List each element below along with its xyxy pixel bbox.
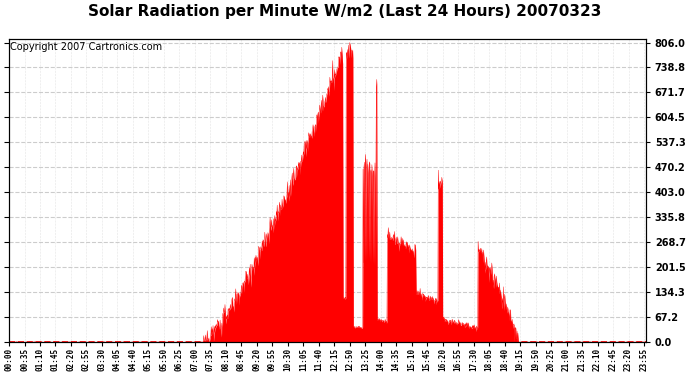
Text: Solar Radiation per Minute W/m2 (Last 24 Hours) 20070323: Solar Radiation per Minute W/m2 (Last 24… [88,4,602,19]
Text: Copyright 2007 Cartronics.com: Copyright 2007 Cartronics.com [10,42,162,52]
